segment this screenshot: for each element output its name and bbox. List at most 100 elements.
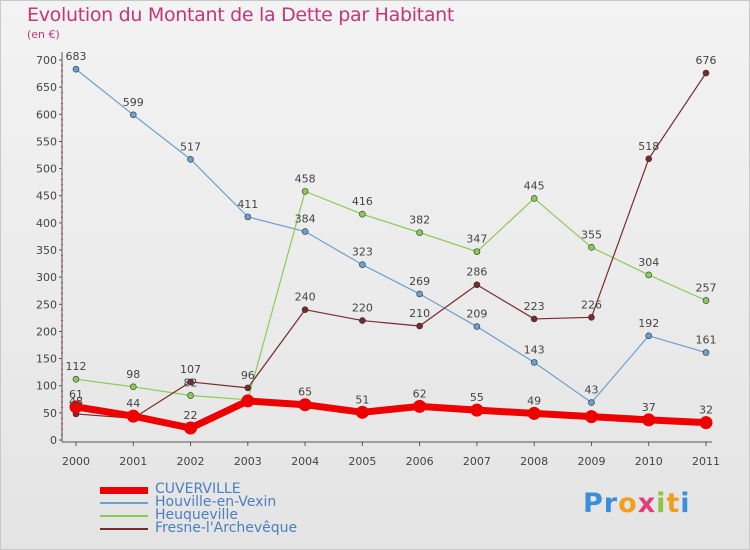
legend-swatch (100, 528, 148, 530)
x-tick-label: 2002 (177, 455, 205, 468)
data-label: 269 (409, 275, 430, 288)
data-point (413, 399, 427, 413)
data-point (187, 378, 194, 386)
data-point (72, 65, 80, 73)
data-point (301, 306, 309, 314)
data-point (298, 398, 312, 412)
data-label: 82 (184, 376, 198, 389)
logo-letter: x (637, 488, 657, 519)
chart-subtitle: (en €) (27, 28, 60, 41)
x-tick-label: 2000 (62, 455, 90, 468)
data-label: 192 (638, 317, 659, 330)
legend-swatch (100, 515, 148, 517)
x-tick-label: 2007 (463, 455, 491, 468)
data-label: 107 (180, 363, 201, 376)
data-point (359, 317, 366, 324)
logo-letter: i (680, 488, 691, 519)
x-tick-label: 2010 (635, 455, 663, 468)
data-point (244, 213, 252, 221)
y-tick-label: 350 (36, 244, 57, 257)
data-point (473, 248, 481, 255)
data-point (588, 314, 595, 321)
data-label: 62 (413, 387, 427, 400)
data-point (187, 392, 194, 399)
proxiti-logo: Proxiti (583, 488, 691, 519)
y-tick-label: 300 (36, 271, 57, 284)
data-label: 143 (524, 343, 545, 356)
data-label: 382 (409, 214, 430, 227)
data-label: 98 (126, 368, 140, 381)
y-tick-label: 700 (36, 54, 57, 67)
data-point (69, 400, 83, 414)
data-point (530, 315, 538, 323)
y-tick-label: 0 (50, 434, 57, 447)
data-label: 384 (295, 213, 316, 226)
legend-label: Houville-en-Vexin (155, 494, 277, 510)
x-tick-label: 2004 (291, 455, 319, 468)
data-point (301, 188, 309, 195)
data-point (129, 383, 137, 391)
y-tick-label: 100 (36, 380, 57, 393)
series-line (75, 68, 707, 404)
data-point (416, 322, 423, 330)
data-label: 416 (352, 195, 373, 208)
data-label: 347 (466, 233, 487, 246)
data-label: 676 (696, 54, 717, 67)
data-label: 210 (409, 307, 430, 320)
y-tick-label: 450 (36, 190, 57, 203)
x-tick-label: 2005 (348, 455, 376, 468)
data-label: 226 (581, 298, 602, 311)
legend-label: CUVERVILLE (155, 481, 241, 497)
data-point (645, 271, 653, 279)
data-point (129, 111, 137, 119)
data-point (530, 359, 538, 366)
chart-title: Evolution du Montant de la Dette par Hab… (27, 4, 455, 26)
y-tick-label: 500 (36, 163, 57, 176)
data-point (416, 290, 423, 298)
data-label: 209 (466, 308, 487, 321)
data-label: 96 (241, 369, 255, 382)
data-label: 517 (180, 140, 201, 153)
data-label: 518 (638, 140, 659, 153)
data-point (244, 384, 252, 392)
data-label: 445 (524, 179, 545, 192)
data-label: 683 (66, 50, 87, 63)
data-point (699, 416, 713, 430)
x-tick-label: 2001 (119, 455, 147, 468)
data-label: 61 (69, 388, 83, 401)
x-tick-label: 2006 (406, 455, 434, 468)
data-point (126, 409, 140, 423)
data-label: 48 (69, 395, 83, 408)
data-point (702, 297, 710, 304)
data-label: 51 (355, 393, 369, 406)
y-tick-label: 200 (36, 325, 57, 338)
data-label: 304 (638, 256, 659, 269)
data-point (530, 195, 538, 202)
logo-letter: P (583, 488, 604, 519)
y-tick-label: 50 (43, 407, 57, 420)
logo-letter: t (666, 488, 681, 519)
data-point (702, 349, 710, 356)
data-point (588, 243, 595, 251)
data-label: 286 (466, 266, 487, 279)
y-tick-label: 550 (36, 135, 57, 148)
data-point (642, 413, 656, 427)
data-point (359, 210, 366, 218)
y-tick-label: 650 (36, 81, 57, 94)
x-tick-label: 2003 (234, 455, 262, 468)
y-tick-label: 600 (36, 108, 57, 121)
data-point (702, 69, 710, 77)
data-label: 323 (352, 246, 373, 259)
data-label: 32 (699, 404, 713, 417)
data-label: 355 (581, 228, 602, 241)
data-point (72, 375, 80, 383)
data-label: 161 (696, 334, 717, 347)
data-point (473, 323, 481, 330)
data-label: 49 (527, 394, 541, 407)
data-point (301, 228, 309, 235)
data-label: 22 (184, 409, 198, 422)
data-label: 599 (123, 96, 144, 109)
data-label: 240 (295, 291, 316, 304)
